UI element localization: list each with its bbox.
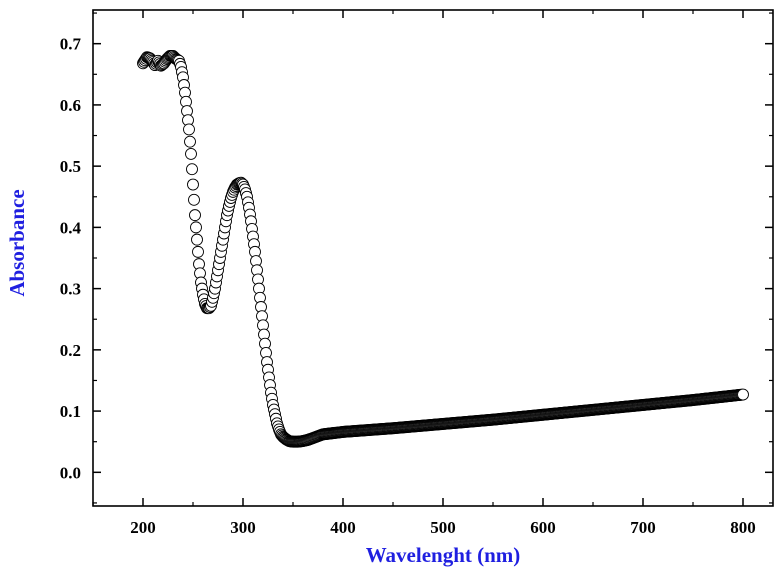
data-point xyxy=(187,178,199,191)
x-tick-label: 400 xyxy=(330,518,356,537)
x-tick-label: 600 xyxy=(530,518,556,537)
data-point xyxy=(183,123,195,136)
y-tick-label: 0.1 xyxy=(60,402,81,421)
data-point xyxy=(190,221,202,234)
data-point xyxy=(189,209,201,222)
y-tick-label: 0.2 xyxy=(60,341,81,360)
y-tick-label: 0.4 xyxy=(60,218,82,237)
y-tick-label: 0.0 xyxy=(60,463,81,482)
data-point xyxy=(191,233,203,246)
y-tick-label: 0.7 xyxy=(60,35,82,54)
y-tick-label: 0.6 xyxy=(60,96,81,115)
x-axis-ticks: 200 300 400 500 600 700 800 xyxy=(92,10,756,537)
data-point xyxy=(185,147,197,160)
x-tick-label: 300 xyxy=(230,518,256,537)
y-axis-ticks: 0.0 0.1 0.2 0.3 0.4 0.5 0.6 0.7 xyxy=(60,12,773,504)
y-axis-title: Absorbance xyxy=(5,189,29,296)
plot-frame xyxy=(92,9,774,507)
x-tick-label: 500 xyxy=(430,518,456,537)
x-tick-label: 200 xyxy=(130,518,156,537)
data-series xyxy=(137,49,749,448)
data-point xyxy=(737,388,749,401)
x-tick-label: 700 xyxy=(630,518,656,537)
y-tick-label: 0.3 xyxy=(60,280,81,299)
data-point xyxy=(184,135,196,148)
data-point xyxy=(188,193,200,206)
x-tick-label: 800 xyxy=(730,518,756,537)
y-tick-label: 0.5 xyxy=(60,157,81,176)
data-point xyxy=(192,245,204,258)
data-point xyxy=(186,163,198,176)
x-axis-title: Wavelenght (nm) xyxy=(366,543,521,567)
